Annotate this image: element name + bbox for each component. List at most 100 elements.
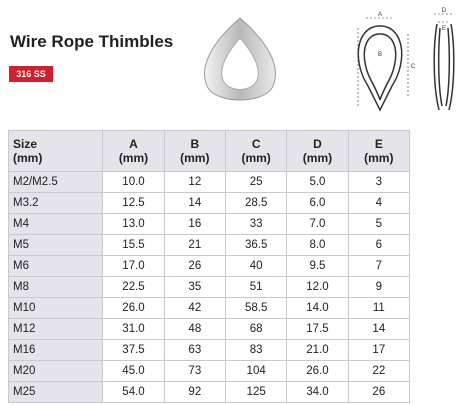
cell: 51 <box>224 276 288 298</box>
cell: 13.0 <box>102 213 165 235</box>
cell: 26 <box>347 381 411 403</box>
header-text: (mm) <box>302 151 333 165</box>
cell: 21.0 <box>286 339 349 361</box>
size-cell: M8 <box>7 276 104 298</box>
cell: 17.5 <box>286 318 349 340</box>
size-cell: M6 <box>7 255 104 277</box>
header-text: (mm) <box>13 151 43 165</box>
cell: 9 <box>347 276 411 298</box>
header-text: A <box>129 137 138 151</box>
cell: 14 <box>163 192 226 214</box>
cell: 16 <box>163 213 226 235</box>
cell: 17 <box>347 339 411 361</box>
table-row: M16 37.5 63 83 21.0 17 <box>7 339 411 361</box>
cell: 40 <box>224 255 288 277</box>
table-row: M6 17.0 26 40 9.5 7 <box>7 255 411 277</box>
cell: 11 <box>347 297 411 319</box>
diagram-label: B <box>378 52 382 58</box>
header-text: C <box>251 137 261 151</box>
cell: 7 <box>347 255 411 277</box>
column-header: B (mm) <box>163 130 226 172</box>
cell: 33 <box>224 213 288 235</box>
cell: 26.0 <box>102 297 165 319</box>
size-cell: M20 <box>7 360 104 382</box>
cell: 8.0 <box>286 234 349 256</box>
header-text: (mm) <box>180 151 210 165</box>
cell: 42 <box>163 297 226 319</box>
spec-table: Size (mm) A (mm) B (mm) C (mm) D (mm) E (mm) M2/M2.5… <box>7 130 411 403</box>
column-header: A (mm) <box>102 130 165 172</box>
cell: 63 <box>163 339 226 361</box>
cell: 104 <box>224 360 288 382</box>
size-cell: M25 <box>7 381 104 403</box>
header-text: E <box>374 137 383 151</box>
cell: 48 <box>163 318 226 340</box>
header-text: Size <box>13 137 38 151</box>
cell: 92 <box>163 381 226 403</box>
cell: 22 <box>347 360 411 382</box>
thimble-photo <box>204 17 276 101</box>
column-header: E (mm) <box>347 130 411 172</box>
cell: 26.0 <box>286 360 349 382</box>
column-header: D (mm) <box>286 130 349 172</box>
cell: 25 <box>224 171 288 193</box>
size-cell: M5 <box>7 234 104 256</box>
dimension-diagram: A B C D E <box>357 8 455 112</box>
table-row: M5 15.5 21 36.5 8.0 6 <box>7 234 411 256</box>
size-cell: M10 <box>7 297 104 319</box>
cell: 68 <box>224 318 288 340</box>
cell: 125 <box>224 381 288 403</box>
cell: 12.0 <box>286 276 349 298</box>
table-row: M10 26.0 42 58.5 14.0 11 <box>7 297 411 319</box>
size-cell: M4 <box>7 213 104 235</box>
cell: 58.5 <box>224 297 288 319</box>
cell: 3 <box>347 171 411 193</box>
cell: 26 <box>163 255 226 277</box>
cell: 28.5 <box>224 192 288 214</box>
cell: 45.0 <box>102 360 165 382</box>
cell: 17.0 <box>102 255 165 277</box>
cell: 6 <box>347 234 411 256</box>
title: Wire Rope Thimbles <box>10 32 174 51</box>
diagram-label: C <box>411 64 416 70</box>
cell: 12.5 <box>102 192 165 214</box>
table-row: M2/M2.5 10.0 12 25 5.0 3 <box>7 171 411 193</box>
header-text: (mm) <box>364 151 394 165</box>
diagram-label: D <box>442 8 447 14</box>
table-row: M12 31.0 48 68 17.5 14 <box>7 318 411 340</box>
header-text: (mm) <box>118 151 149 165</box>
cell: 5.0 <box>286 171 349 193</box>
table-row: M3.2 12.5 14 28.5 6.0 4 <box>7 192 411 214</box>
table-row: M25 54.0 92 125 34.0 26 <box>7 381 411 403</box>
size-cell: M3.2 <box>7 192 104 214</box>
cell: 5 <box>347 213 411 235</box>
cell: 14.0 <box>286 297 349 319</box>
cell: 22.5 <box>102 276 165 298</box>
cell: 10.0 <box>102 171 165 193</box>
cell: 6.0 <box>286 192 349 214</box>
table-row: M20 45.0 73 104 26.0 22 <box>7 360 411 382</box>
cell: 83 <box>224 339 288 361</box>
cell: 36.5 <box>224 234 288 256</box>
cell: 7.0 <box>286 213 349 235</box>
header-text: (mm) <box>241 151 271 165</box>
cell: 4 <box>347 192 411 214</box>
size-cell: M2/M2.5 <box>7 171 104 193</box>
column-header: Size (mm) <box>7 130 104 172</box>
cell: 54.0 <box>102 381 165 403</box>
column-header: C (mm) <box>224 130 288 172</box>
cell: 34.0 <box>286 381 349 403</box>
cell: 35 <box>163 276 226 298</box>
diagram-label: A <box>378 12 382 18</box>
badge: 316 SS <box>9 66 53 82</box>
cell: 12 <box>163 171 226 193</box>
cell: 21 <box>163 234 226 256</box>
cell: 9.5 <box>286 255 349 277</box>
cell: 37.5 <box>102 339 165 361</box>
diagram-label: E <box>442 26 446 32</box>
cell: 14 <box>347 318 411 340</box>
cell: 31.0 <box>102 318 165 340</box>
cell: 73 <box>163 360 226 382</box>
table-row: M4 13.0 16 33 7.0 5 <box>7 213 411 235</box>
